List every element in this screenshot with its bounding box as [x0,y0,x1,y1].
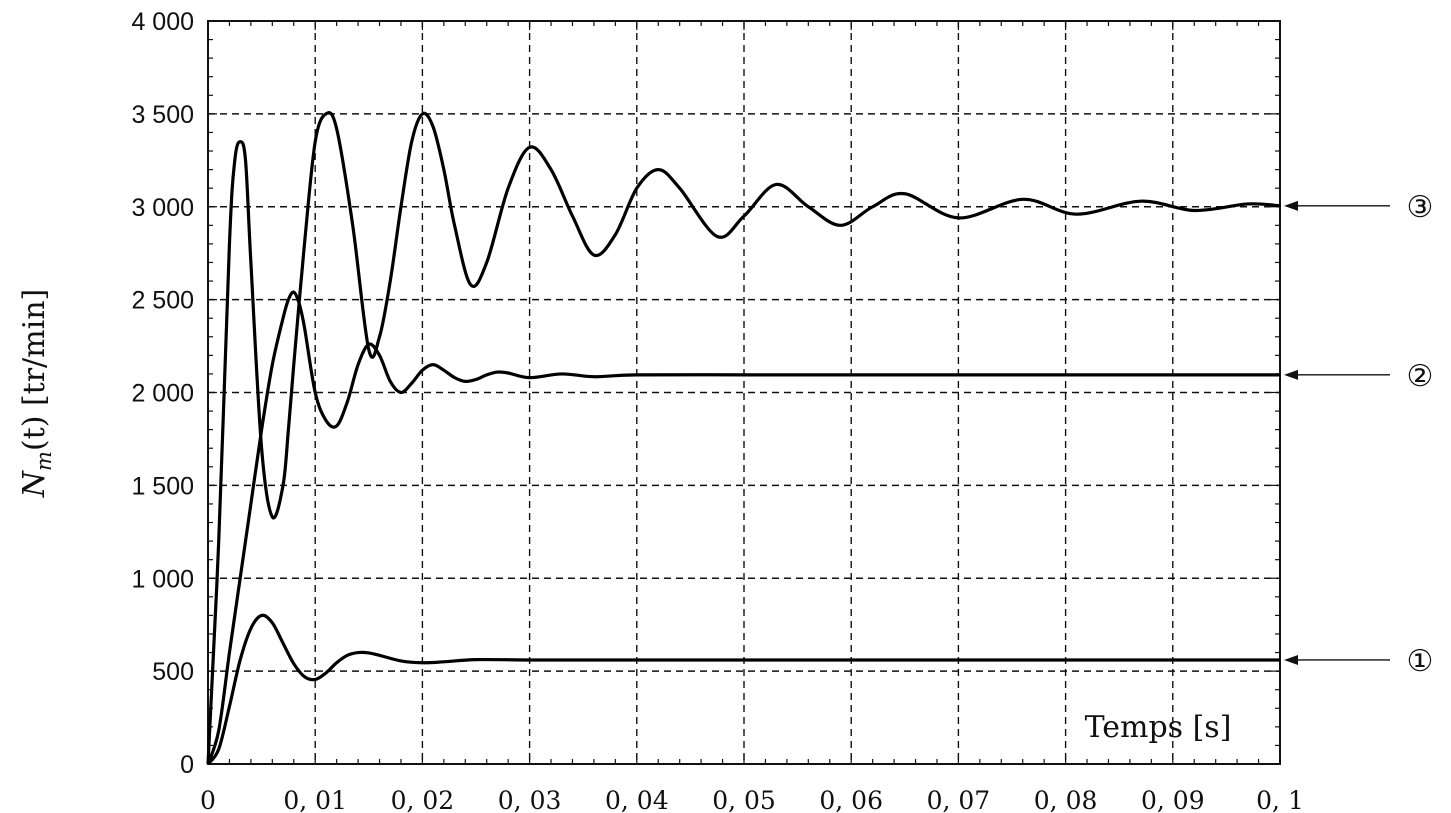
series-arrow-head-2 [1284,369,1298,380]
y-tick-label: 1 500 [131,472,194,500]
y-tick-label: 0 [180,751,194,779]
series-curves [206,111,1281,766]
series-arrow-head-3 [1284,200,1298,211]
x-tick-label: 0 [200,786,216,813]
series-marker-3: ③ [1407,190,1434,225]
x-tick-label: 0, 09 [1141,786,1205,813]
plot-frame [207,20,1281,765]
y-tick-label: 3 000 [131,194,194,222]
x-tick-label: 0, 07 [927,786,991,813]
x-tick-label: 0, 04 [605,786,669,813]
y-axis-label-symbol: N [17,469,52,498]
y-tick-label: 3 500 [131,101,194,129]
x-tick-label: 0, 02 [391,786,455,813]
y-tick-label: 2 000 [131,380,194,408]
y-axis-label-rest: (t) [tr/min] [17,289,52,451]
x-tick-label: 0, 08 [1034,786,1098,813]
y-tick-labels: 0 500 1 000 1 500 2 000 2 500 3 000 3 500 4 000 [131,8,194,779]
grid-lines [208,21,1280,764]
x-axis-label: Temps [s] [1085,710,1232,745]
series-marker-2: ② [1407,359,1434,394]
x-tick-label: 0, 01 [283,786,347,813]
x-tick-label: 0, 1 [1256,786,1304,813]
y-tick-label: 500 [152,658,194,686]
y-tick-label: 4 000 [131,8,194,36]
series-line-1 [206,613,1280,766]
x-tick-label: 0, 06 [819,786,883,813]
x-tick-label: 0, 05 [712,786,776,813]
y-axis-label: Nm(t) [tr/min] [17,289,56,498]
y-axis-label-subscript: m [32,451,56,471]
x-tick-label: 0, 03 [498,786,562,813]
series-line-2 [206,290,1280,765]
series-markers: ① ② ③ [1284,190,1433,679]
series-marker-1: ① [1407,644,1434,679]
series-line-3 [206,111,1281,765]
series-arrow-head-1 [1284,654,1298,665]
y-tick-label: 1 000 [131,565,194,593]
x-tick-labels: 0 0, 01 0, 02 0, 03 0, 04 0, 05 0, 06 0, 07 0, 0… [200,786,1304,813]
y-tick-label: 2 500 [131,287,194,315]
